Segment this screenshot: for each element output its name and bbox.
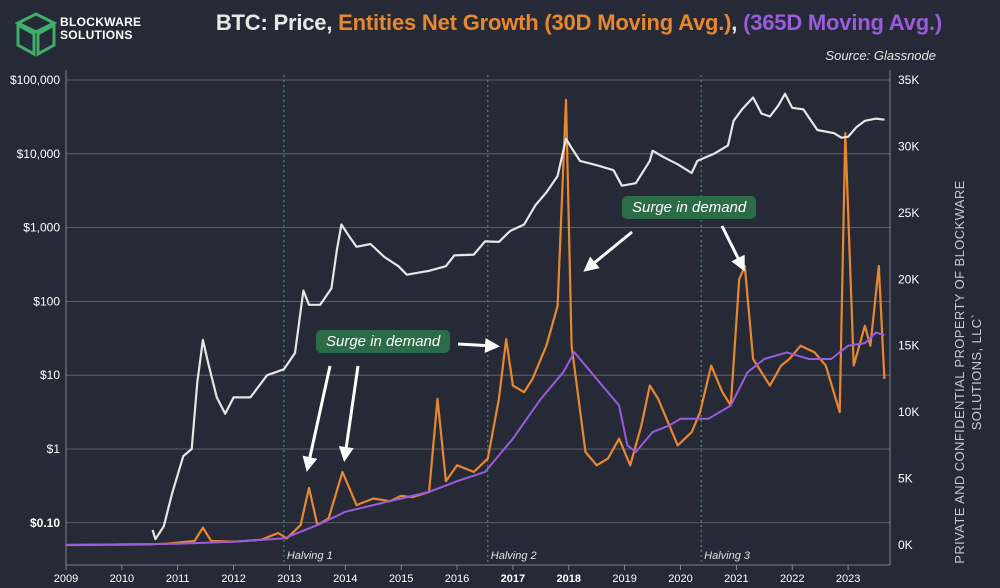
left-tick-label: $10	[40, 368, 60, 382]
right-tick-label: 15K	[898, 339, 919, 353]
series-line-entities-growth	[65, 98, 886, 547]
title-sep: ,	[731, 10, 744, 35]
left-tick-label: $10,000	[17, 147, 61, 161]
x-tick-label: 2011	[166, 573, 190, 585]
logo-line-2: SOLUTIONS	[60, 28, 133, 42]
x-tick-label: 2017	[501, 573, 525, 585]
halving-label: Halving 3	[704, 550, 751, 562]
title-avg: (365D Moving Avg.)	[743, 10, 942, 35]
right-tick-label: 5K	[898, 472, 913, 486]
x-tick-label: 2012	[221, 573, 245, 585]
x-tick-label: 2022	[780, 573, 804, 585]
x-tick-label: 2010	[110, 573, 134, 585]
x-tick-label: 2009	[54, 573, 78, 585]
grid	[65, 70, 891, 566]
right-tick-label: 0K	[898, 538, 913, 552]
x-tick-label: 2018	[557, 573, 581, 585]
annotation-arrow	[302, 365, 332, 472]
halving-label: Halving 1	[287, 550, 333, 562]
watermark-line-2: SOLUTIONS, LLC`	[969, 313, 984, 431]
halving-label: Halving 2	[491, 550, 537, 562]
source-label: Source: Glassnode	[825, 48, 936, 63]
series-lines	[65, 92, 886, 547]
left-axis-ticks: $0.10 $1 $10 $100 $1,000 $10,000 $100,000	[10, 73, 60, 530]
left-tick-label: $0.10	[30, 516, 60, 530]
x-tick-label: 2015	[389, 573, 413, 585]
x-tick-label: 2023	[836, 573, 860, 585]
series-line-price	[151, 92, 885, 541]
annotation-arrow	[338, 365, 360, 462]
right-tick-label: 35K	[898, 73, 919, 87]
halving-lines: Halving 1 Halving 2 Halving 3	[283, 75, 751, 565]
x-axis-ticks: 2009 2010 2011 2012 2013 2014 2015 2016 2017 2018…	[54, 565, 860, 585]
logo-text: BLOCKWARE SOLUTIONS	[60, 16, 141, 42]
x-tick-label: 2020	[668, 573, 692, 585]
annotation-badge: Surge in demand	[622, 196, 757, 219]
x-tick-label: 2019	[612, 573, 636, 585]
annotation-arrow	[457, 338, 500, 353]
x-tick-label: 2021	[724, 573, 748, 585]
left-tick-label: $1,000	[23, 221, 60, 235]
left-tick-label: $100	[33, 294, 60, 308]
blockware-logo	[14, 12, 58, 57]
logo-line-1: BLOCKWARE	[60, 15, 142, 29]
x-tick-label: 2013	[277, 573, 301, 585]
left-tick-label: $100,000	[10, 73, 60, 87]
title-price: BTC: Price,	[215, 10, 339, 35]
confidential-watermark: PRIVATE AND CONFIDENTIAL PROPERTY OF BLO…	[951, 180, 985, 563]
watermark-line-1: PRIVATE AND CONFIDENTIAL PROPERTY OF BLO…	[952, 180, 967, 564]
chart-title: BTC: Price, Entities Net Growth (30D Mov…	[216, 10, 942, 36]
annotation-badge: Surge in demand	[316, 330, 451, 353]
right-axis-ticks: 0K 5K 10K 15K 20K 25K 30K 35K	[898, 73, 919, 552]
x-tick-label: 2016	[445, 573, 469, 585]
title-growth: Entities Net Growth (30D Moving Avg.)	[338, 10, 732, 35]
left-tick-label: $1	[47, 442, 61, 456]
right-tick-label: 20K	[898, 272, 919, 286]
right-tick-label: 30K	[898, 139, 919, 153]
x-tick-label: 2014	[333, 573, 357, 585]
right-tick-label: 10K	[898, 405, 919, 419]
cube-icon	[14, 12, 58, 57]
right-tick-label: 25K	[898, 206, 919, 220]
series-line-moving-avg-365d	[65, 331, 885, 546]
annotation-arrows	[302, 225, 745, 472]
annotation-arrow	[720, 225, 745, 272]
annotation-arrow	[583, 230, 633, 272]
